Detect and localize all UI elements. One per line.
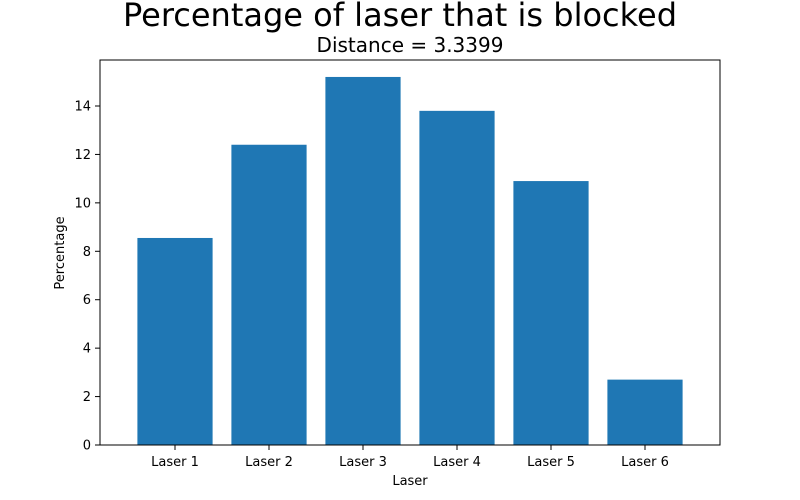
y-axis-label: Percentage — [53, 216, 68, 289]
y-tick-label: 14 — [74, 100, 91, 115]
x-tick-label: Laser 1 — [151, 455, 199, 470]
chart-title: Percentage of laser that is blocked — [123, 0, 677, 34]
y-tick-label: 4 — [83, 342, 91, 357]
x-axis-label: Laser — [392, 474, 428, 489]
x-tick-label: Laser 4 — [433, 455, 481, 470]
bar-3 — [325, 76, 401, 446]
y-tick-label: 6 — [83, 293, 91, 308]
bar-4 — [419, 110, 495, 445]
plot-frame — [99, 59, 721, 446]
chart-subtitle: Distance = 3.3399 — [317, 33, 504, 57]
y-tick-label: 2 — [83, 390, 91, 405]
y-tick-label: 10 — [74, 196, 91, 211]
y-tick-label: 12 — [74, 148, 91, 163]
x-tick-label: Laser 6 — [621, 455, 669, 470]
y-axis-ticks: 0 2 4 6 8 10 12 14 — [74, 100, 100, 454]
bars-layer — [137, 76, 683, 446]
bar-6 — [607, 379, 683, 445]
x-tick-label: Laser 2 — [245, 455, 293, 470]
x-tick-label: Laser 3 — [339, 455, 387, 470]
bar-1 — [137, 237, 213, 445]
y-tick-label: 0 — [83, 439, 91, 454]
bar-2 — [231, 144, 307, 446]
y-tick-label: 8 — [83, 245, 91, 260]
x-axis-ticks: Laser 1 Laser 2 Laser 3 Laser 4 Laser 5 Laser… — [151, 445, 669, 470]
bar-5 — [513, 181, 589, 445]
x-tick-label: Laser 5 — [527, 455, 575, 470]
